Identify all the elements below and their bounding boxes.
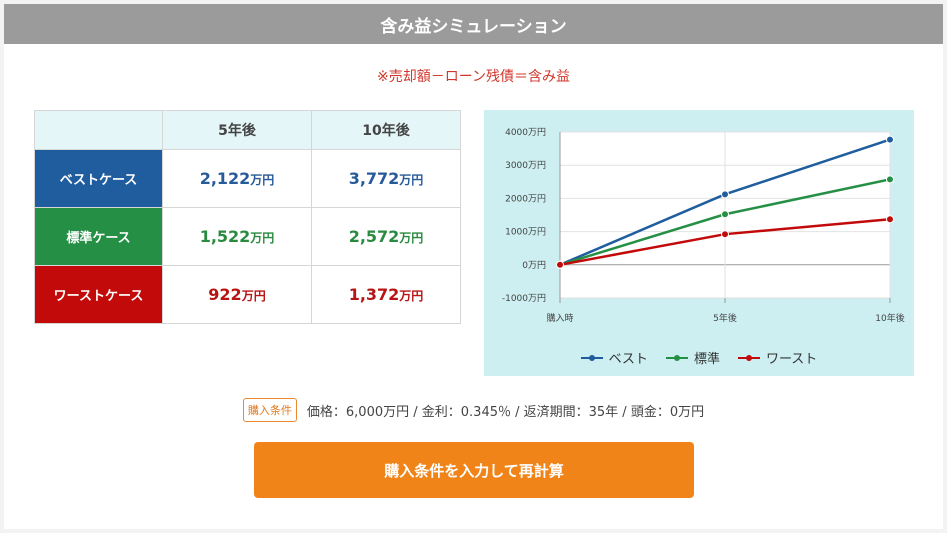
best-10y-value: 3,772万円 — [311, 149, 461, 208]
standard-5y-value: 1,522万円 — [162, 207, 312, 266]
worst-5y-value: 922万円 — [162, 265, 312, 324]
y-tick-label: 1000万円 — [505, 227, 546, 238]
y-tick-label: 2000万円 — [505, 193, 546, 204]
data-point — [721, 190, 729, 199]
conditions-badge: 購入条件 — [242, 398, 297, 422]
worst-10y-value: 1,372万円 — [311, 265, 461, 324]
x-tick-label: 購入時 — [546, 312, 573, 324]
formula-note: ※売却額－ローン残債＝含み益 — [376, 69, 571, 85]
x-tick-label: 5年後 — [713, 312, 737, 324]
row-label-standard: 標準ケース — [34, 207, 163, 266]
standard-10y-value: 2,572万円 — [311, 207, 461, 266]
table-row-best: ベストケース 2,122万円 3,772万円 — [34, 149, 461, 208]
data-point — [886, 215, 894, 224]
row-label-best: ベストケース — [34, 149, 163, 208]
table-header-row: 5年後 10年後 — [34, 110, 461, 150]
y-tick-label: 0万円 — [522, 260, 546, 271]
data-point — [721, 210, 729, 219]
legend-item-0: ベスト — [580, 348, 648, 367]
legend-label: ベスト — [608, 352, 648, 367]
page-title: 含み益シミュレーション — [4, 4, 943, 44]
data-point — [886, 135, 894, 144]
table-row-standard: 標準ケース 1,522万円 2,572万円 — [34, 207, 461, 266]
row-label-worst: ワーストケース — [34, 265, 163, 324]
legend-swatch — [665, 354, 688, 361]
recalculate-button[interactable]: 購入条件を入力して再計算 — [254, 442, 694, 498]
y-tick-label: -1000万円 — [502, 293, 546, 304]
y-tick-label: 4000万円 — [505, 127, 546, 138]
legend-item-1: 標準 — [665, 348, 720, 367]
table-corner-cell — [34, 110, 163, 150]
purchase-conditions: 購入条件 価格：6,000万円 / 金利：0.345％ / 返済期間：35年 /… — [4, 398, 943, 422]
simulation-table: 5年後 10年後 ベストケース 2,122万円 3,772万円 標準ケース 1,… — [34, 110, 461, 324]
legend-label: ワースト — [765, 352, 818, 367]
table-row-worst: ワーストケース 922万円 1,372万円 — [34, 265, 461, 324]
data-point — [556, 260, 564, 269]
legend-swatch — [580, 354, 603, 361]
simulation-card: 含み益シミュレーション ※売却額－ローン残債＝含み益 5年後 10年後 ベストケ… — [4, 4, 943, 529]
column-header-5y: 5年後 — [162, 110, 312, 150]
chart-container: 4000万円 3000万円 2000万円 1000万円 0万円 -1000万円 購入時 5年後… — [484, 110, 914, 376]
data-point — [721, 230, 729, 239]
legend-item-2: ワースト — [737, 348, 818, 367]
legend-label: 標準 — [693, 352, 720, 367]
legend-swatch — [737, 354, 760, 361]
x-tick-label: 10年後 — [875, 312, 904, 324]
best-5y-value: 2,122万円 — [162, 149, 312, 208]
conditions-text: 価格：6,000万円 / 金利：0.345％ / 返済期間：35年 / 頭金：0… — [306, 404, 705, 420]
chart-legend: ベスト 標準 ワースト — [484, 348, 914, 367]
data-point — [886, 175, 894, 184]
y-tick-label: 3000万円 — [505, 160, 546, 171]
column-header-10y: 10年後 — [311, 110, 461, 150]
